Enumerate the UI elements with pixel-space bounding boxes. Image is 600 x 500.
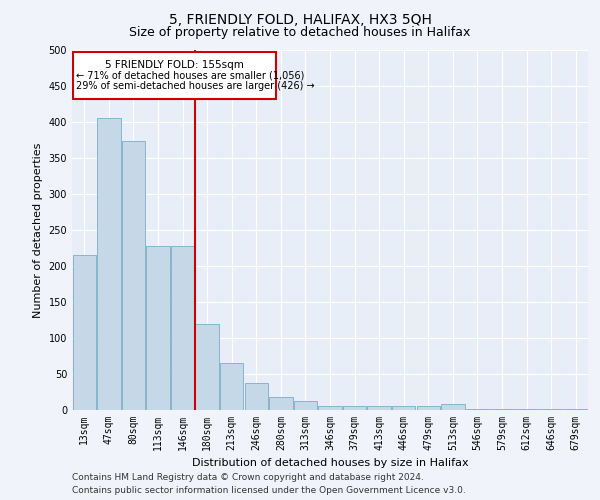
Bar	[416, 406, 440, 410]
Bar	[392, 406, 415, 410]
Bar	[146, 246, 170, 410]
Bar	[73, 255, 96, 410]
Y-axis label: Number of detached properties: Number of detached properties	[33, 142, 43, 318]
Text: 5 FRIENDLY FOLD: 155sqm: 5 FRIENDLY FOLD: 155sqm	[105, 60, 244, 70]
Bar	[490, 408, 514, 410]
Bar	[441, 404, 464, 410]
Bar	[97, 118, 121, 410]
Bar	[171, 246, 194, 410]
Bar	[343, 406, 366, 410]
Bar	[220, 363, 244, 410]
Text: Contains public sector information licensed under the Open Government Licence v3: Contains public sector information licen…	[72, 486, 466, 495]
X-axis label: Distribution of detached houses by size in Halifax: Distribution of detached houses by size …	[191, 458, 469, 468]
Bar	[245, 382, 268, 410]
Bar	[73, 52, 276, 99]
Bar	[367, 406, 391, 410]
Text: Contains HM Land Registry data © Crown copyright and database right 2024.: Contains HM Land Registry data © Crown c…	[72, 474, 424, 482]
Bar	[466, 408, 489, 410]
Text: 5, FRIENDLY FOLD, HALIFAX, HX3 5QH: 5, FRIENDLY FOLD, HALIFAX, HX3 5QH	[169, 12, 431, 26]
Text: 29% of semi-detached houses are larger (426) →: 29% of semi-detached houses are larger (…	[76, 81, 314, 91]
Text: Size of property relative to detached houses in Halifax: Size of property relative to detached ho…	[130, 26, 470, 39]
Bar	[319, 406, 341, 410]
Bar	[196, 324, 219, 410]
Bar	[294, 402, 317, 410]
Bar	[269, 397, 293, 410]
Text: ← 71% of detached houses are smaller (1,056): ← 71% of detached houses are smaller (1,…	[76, 70, 304, 80]
Bar	[122, 142, 145, 410]
